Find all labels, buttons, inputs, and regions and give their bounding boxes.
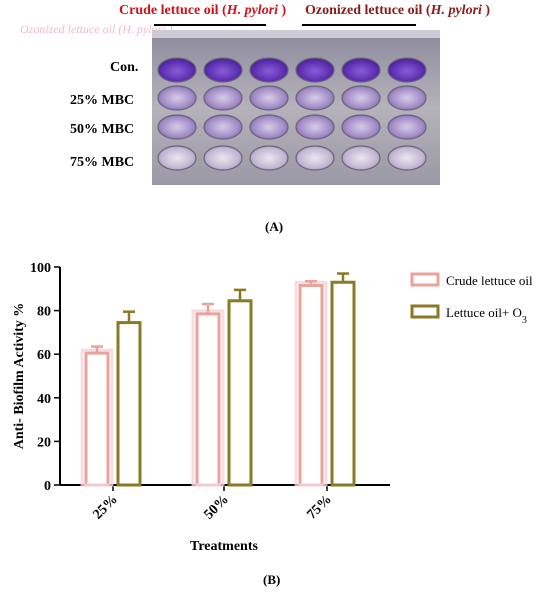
plate-well <box>203 114 243 140</box>
y-axis-label: Anti- Biofilm Activity % <box>12 303 27 450</box>
bar-crude-2 <box>298 284 324 487</box>
bar-crude-1 <box>195 312 221 487</box>
x-tick-label: 50% <box>201 492 231 522</box>
header-underline-right <box>302 24 416 26</box>
plate-well <box>295 57 335 83</box>
y-tick-label: 40 <box>37 392 51 407</box>
plate-well <box>341 114 381 140</box>
plate-well <box>341 145 381 171</box>
plate-well <box>157 114 197 140</box>
x-tick-label: 75% <box>304 492 334 522</box>
header-ozonized-oil: Ozonized lettuce oil (H. pylori ) <box>305 3 491 18</box>
y-tick-label: 60 <box>37 348 51 363</box>
row-label-25: 25% MBC <box>70 93 135 108</box>
microplate-photo <box>152 30 440 185</box>
row-label-control: Con. <box>110 60 139 75</box>
header-underline-left <box>154 24 266 26</box>
plate-well <box>249 85 289 111</box>
plate-well <box>295 85 335 111</box>
legend-label: Crude lettuce oil <box>446 273 533 288</box>
bar-crude-0 <box>84 351 110 487</box>
y-tick-label: 0 <box>44 479 51 494</box>
x-axis-label: Treatments <box>190 539 258 554</box>
plate-well <box>387 85 427 111</box>
bar-chart: 0 20 40 60 80 100 Anti- Biofilm Activity % 25%… <box>12 261 533 554</box>
row-label-50: 50% MBC <box>70 122 135 137</box>
y-tick-label: 100 <box>30 261 51 276</box>
panel-a-label: (A) <box>265 219 284 234</box>
plate-well <box>249 57 289 83</box>
bar-ozonized-1 <box>227 299 253 487</box>
plate-well <box>295 114 335 140</box>
plate-well <box>295 145 335 171</box>
bar-ozonized-2 <box>330 280 356 487</box>
plate-well <box>157 145 197 171</box>
plate-well <box>387 114 427 140</box>
legend-swatch <box>410 272 440 287</box>
row-label-75: 75% MBC <box>70 155 135 170</box>
plate-well <box>387 145 427 171</box>
plate-well <box>203 57 243 83</box>
plate-well <box>203 145 243 171</box>
plate-well <box>341 57 381 83</box>
legend-swatch <box>410 304 440 319</box>
plate-well <box>157 85 197 111</box>
legend-label: Lettuce oil+ O3 <box>446 305 527 326</box>
panel-b-label: (B) <box>263 572 281 587</box>
ghost-caption-text: Ozonized lettuce oil (H. pylori ) <box>20 22 173 36</box>
plate-well <box>249 114 289 140</box>
x-tick-label: 25% <box>90 492 120 522</box>
header-crude-oil: Crude lettuce oil (H. pylori ) <box>119 3 287 18</box>
plate-well <box>203 85 243 111</box>
plate-well <box>341 85 381 111</box>
plate-well <box>249 145 289 171</box>
plate-well <box>157 57 197 83</box>
bar-ozonized-0 <box>116 321 142 487</box>
y-tick-label: 80 <box>37 305 51 320</box>
plate-well <box>387 57 427 83</box>
y-tick-label: 20 <box>37 435 51 450</box>
